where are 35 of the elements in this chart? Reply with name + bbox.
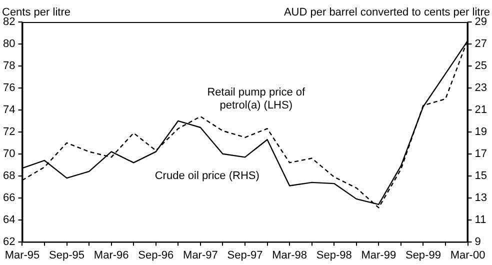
y-tick-label: 62 [2, 236, 16, 248]
y-tick-label: 82 [2, 16, 16, 28]
y2-tick-label: 17 [474, 148, 488, 160]
x-tick-label: Sep-99 [405, 249, 441, 262]
x-tick-label: Mar-96 [94, 249, 129, 262]
series-label: Crude oil price (RHS) [154, 170, 260, 182]
x-tick-label: Mar-97 [183, 249, 218, 262]
y-tick-label: 80 [2, 38, 16, 50]
x-tick-label: Sep-95 [49, 249, 85, 262]
y-tick-label: 70 [2, 148, 16, 160]
y2-tick-label: 25 [474, 60, 488, 72]
y2-tick-label: 9 [474, 236, 481, 248]
x-tick-label: Mar-98 [272, 249, 307, 262]
y2-tick-label: 15 [474, 170, 488, 182]
y-tick-label: 76 [2, 82, 16, 94]
x-tick-label: Mar-95 [4, 249, 40, 262]
y2-tick-label: 27 [474, 38, 488, 50]
x-tick-label: Mar-99 [361, 249, 396, 262]
x-tick-label: Sep-96 [138, 249, 174, 262]
series-label: Retail pump price of petrol(a) (LHS) [207, 86, 306, 112]
y-tick-label: 74 [2, 104, 16, 116]
y2-tick-label: 11 [474, 214, 486, 226]
y-tick-label: 64 [2, 214, 16, 226]
y2-tick-label: 19 [474, 126, 488, 138]
y-tick-label: 78 [2, 60, 16, 72]
y2-tick-label: 23 [474, 82, 488, 94]
x-tick-label: Sep-97 [227, 249, 263, 262]
y-tick-label: 66 [2, 192, 16, 204]
x-tick-label: Mar-00 [450, 249, 486, 262]
y-tick-label: 72 [2, 126, 16, 138]
y2-tick-label: 29 [474, 16, 488, 28]
y2-tick-label: 21 [474, 104, 488, 116]
y2-tick-label: 13 [474, 192, 488, 204]
x-tick-label: Sep-98 [316, 249, 352, 262]
y-tick-label: 68 [2, 170, 16, 182]
